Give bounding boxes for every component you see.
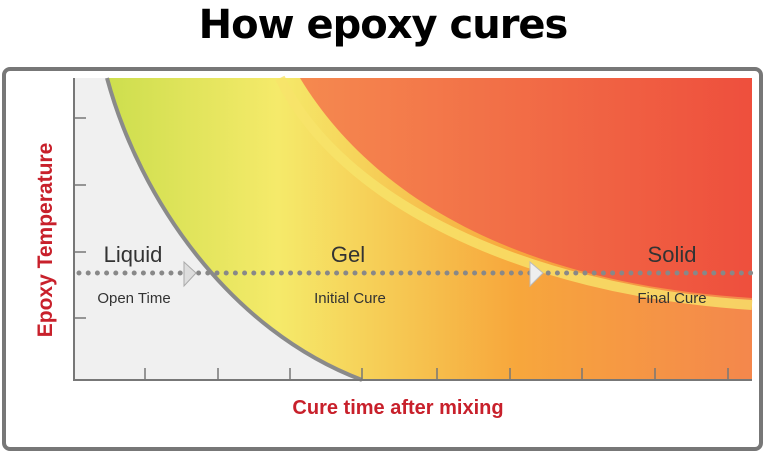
y-ticks xyxy=(74,117,86,319)
phase-solid: Solid xyxy=(648,242,697,267)
liquid-region xyxy=(74,78,362,380)
phase-liquid-subtitle: Open Time xyxy=(97,290,170,307)
arrow-icon xyxy=(529,260,544,288)
x-axis-label: Cure time after mixing xyxy=(292,397,503,419)
phase-liquid: Liquid xyxy=(104,242,163,267)
phase-gel-subtitle: Initial Cure xyxy=(314,290,386,307)
y-axis-label: Epoxy Temperature xyxy=(34,143,57,338)
arrow-icon xyxy=(183,260,197,288)
x-ticks xyxy=(144,368,729,380)
diagram-title: How epoxy cures xyxy=(198,2,569,48)
phase-solid-subtitle: Final Cure xyxy=(637,290,706,307)
axes xyxy=(73,78,752,381)
solid-region xyxy=(300,78,752,298)
liquid-gel-boundary xyxy=(105,77,363,382)
gel-solid-glow xyxy=(275,75,753,310)
phase-gel: Gel xyxy=(331,242,365,267)
